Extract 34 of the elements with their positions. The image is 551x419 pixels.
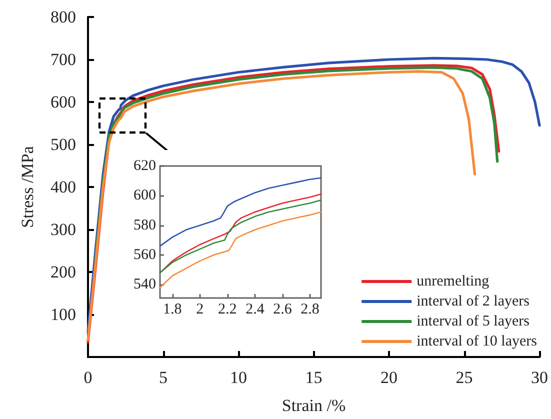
y-tick-label: 100 xyxy=(50,305,76,324)
legend-label: interval of 2 layers xyxy=(416,294,530,310)
y-tick-label: 580 xyxy=(134,217,156,234)
y-tick-label: 300 xyxy=(50,220,76,239)
x-tick-label: 1.8 xyxy=(163,302,182,318)
y-tick-label: 560 xyxy=(134,246,156,263)
y-tick-label: 620 xyxy=(134,158,156,174)
y-tick-label: 800 xyxy=(50,8,76,26)
y-tick-label: 400 xyxy=(50,178,76,196)
line-series xyxy=(159,177,322,247)
x-tick-label: 2.8 xyxy=(300,302,320,318)
x-tick-label: 2.2 xyxy=(218,302,237,318)
y-tick-label: 700 xyxy=(50,50,76,69)
y-tick-label: 600 xyxy=(50,92,76,112)
x-tick-label: 2.4 xyxy=(246,302,265,318)
y-axis-title: Stress /MPa xyxy=(18,146,37,228)
x-tick-label: 25 xyxy=(456,368,473,387)
legend-label: interval of 10 layers xyxy=(416,334,538,350)
x-axis-title: Strain /% xyxy=(282,396,346,415)
x-tick-label: 15 xyxy=(305,368,322,387)
x-tick-label: 30 xyxy=(531,368,548,387)
x-tick-label: 5 xyxy=(159,368,168,387)
x-tick-label: 20 xyxy=(380,368,398,387)
y-tick-label: 600 xyxy=(134,188,156,204)
line-series xyxy=(159,211,322,288)
x-tick-label: 10 xyxy=(230,368,247,387)
y-tick-label: 540 xyxy=(134,276,156,293)
y-tick-label: 500 xyxy=(50,135,76,154)
x-tick-label: 2 xyxy=(196,302,204,318)
y-tick-label: 200 xyxy=(50,262,76,282)
x-tick-label: 2.6 xyxy=(273,302,292,318)
legend-label: unremelting xyxy=(416,274,490,290)
legend-label: interval of 5 layers xyxy=(416,314,530,330)
x-tick-label: 0 xyxy=(84,368,92,387)
